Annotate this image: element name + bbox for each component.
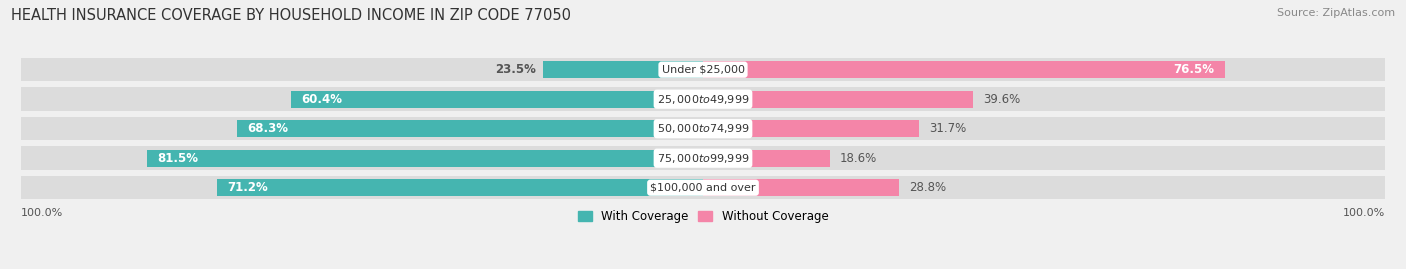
Text: 39.6%: 39.6% [983,93,1021,106]
Text: 23.5%: 23.5% [495,63,536,76]
Legend: With Coverage, Without Coverage: With Coverage, Without Coverage [572,206,834,228]
Text: 31.7%: 31.7% [929,122,967,135]
Text: 68.3%: 68.3% [247,122,288,135]
Bar [21,58,703,82]
Text: 100.0%: 100.0% [1343,208,1385,218]
Text: 71.2%: 71.2% [228,181,269,194]
Bar [703,91,973,108]
Bar [703,87,1385,111]
Text: 18.6%: 18.6% [839,152,877,165]
Text: $25,000 to $49,999: $25,000 to $49,999 [657,93,749,106]
Bar [291,91,703,108]
Bar [148,150,703,167]
Bar [21,176,703,200]
Text: 76.5%: 76.5% [1174,63,1215,76]
Bar [703,179,900,196]
Bar [218,179,703,196]
Bar [703,176,1385,200]
Bar [21,117,703,140]
Bar [21,146,703,170]
Text: 100.0%: 100.0% [21,208,63,218]
Bar [21,87,703,111]
Text: HEALTH INSURANCE COVERAGE BY HOUSEHOLD INCOME IN ZIP CODE 77050: HEALTH INSURANCE COVERAGE BY HOUSEHOLD I… [11,8,571,23]
Bar [703,146,1385,170]
Bar [238,120,703,137]
Text: $75,000 to $99,999: $75,000 to $99,999 [657,152,749,165]
Text: Under $25,000: Under $25,000 [661,65,745,75]
Bar [703,120,920,137]
Text: 28.8%: 28.8% [910,181,946,194]
Bar [703,61,1225,78]
Text: $100,000 and over: $100,000 and over [650,183,756,193]
Bar [703,117,1385,140]
Text: 60.4%: 60.4% [301,93,342,106]
Bar [543,61,703,78]
Text: $50,000 to $74,999: $50,000 to $74,999 [657,122,749,135]
Text: 81.5%: 81.5% [157,152,198,165]
Bar [703,150,830,167]
Text: Source: ZipAtlas.com: Source: ZipAtlas.com [1277,8,1395,18]
Bar [703,58,1385,82]
